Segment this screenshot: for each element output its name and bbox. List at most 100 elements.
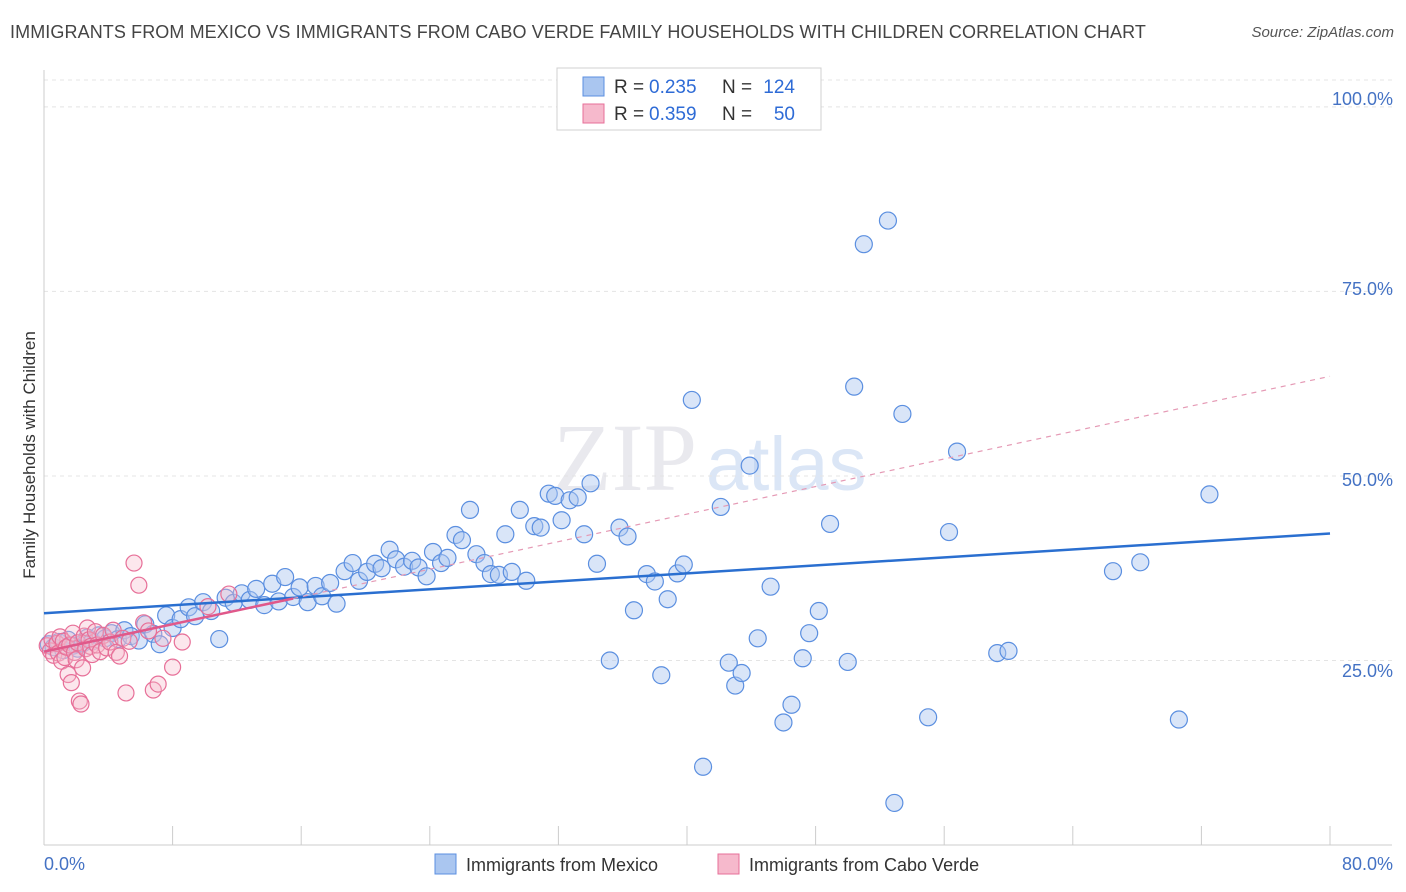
y-tick-75: 75.0% (1342, 279, 1393, 299)
chart-title: IMMIGRANTS FROM MEXICO VS IMMIGRANTS FRO… (10, 22, 1146, 42)
point-mexico (290, 578, 309, 597)
point-mexico (417, 567, 436, 586)
point-mexico (502, 562, 521, 582)
legend-r-value-cabo: 0.359 (649, 104, 697, 125)
point-mexico (1169, 710, 1188, 729)
point-mexico (719, 653, 738, 672)
point-mexico (761, 577, 780, 596)
point-mexico (546, 486, 565, 505)
point-mexico (999, 641, 1018, 660)
point-mexico (885, 793, 904, 813)
point-mexico (600, 651, 619, 670)
point-cabo (154, 629, 172, 647)
legend-r-label-cabo: R = (614, 104, 644, 125)
point-mexico (1131, 553, 1150, 572)
point-mexico (343, 553, 362, 573)
x-tick-min: 0.0% (44, 854, 85, 874)
legend-box: R = 0.235 N = 124 R = 0.359 N = 50 (556, 67, 822, 131)
point-mexico (674, 555, 693, 574)
point-mexico (247, 579, 266, 598)
point-mexico (711, 497, 730, 517)
point-mexico (210, 629, 229, 649)
y-tick-100: 100.0% (1332, 89, 1393, 109)
source-label: Source: ZipAtlas.com (1251, 24, 1394, 41)
point-cabo (62, 674, 80, 692)
bottom-legend-label-mexico: Immigrants from Mexico (466, 855, 658, 875)
trend-cabo-extension (293, 375, 1331, 600)
point-mexico (658, 590, 677, 609)
legend-n-label-cabo: N = (722, 104, 752, 125)
point-mexico (645, 572, 664, 591)
point-mexico (682, 390, 701, 410)
point-mexico (575, 525, 594, 544)
point-cabo (125, 554, 143, 572)
legend-n-value-mexico: 124 (763, 77, 795, 98)
point-mexico (624, 601, 644, 620)
point-cabo (173, 633, 191, 651)
point-mexico (517, 571, 536, 590)
axes (43, 70, 1392, 846)
legend-swatch-cabo (582, 103, 605, 124)
point-mexico (693, 757, 713, 776)
trend-cabo (43, 597, 294, 653)
point-mexico (568, 488, 587, 507)
point-mexico (893, 404, 912, 424)
point-mexico (531, 518, 550, 537)
point-mexico (820, 514, 840, 534)
legend-r-value-mexico: 0.235 (649, 77, 697, 98)
point-cabo (130, 576, 148, 594)
point-mexico (732, 663, 751, 683)
point-mexico (525, 517, 544, 536)
y-axis-label: Family Households with Children (20, 331, 39, 579)
point-cabo (164, 658, 182, 676)
point-mexico (800, 624, 819, 643)
series-cabo-points (38, 554, 238, 713)
y-tick-25: 25.0% (1342, 661, 1393, 681)
point-mexico (452, 531, 472, 550)
trend-lines (43, 375, 1331, 653)
bottom-legend-label-cabo: Immigrants from Cabo Verde (749, 855, 979, 875)
point-mexico (581, 474, 600, 493)
watermark-atlas: atlas (706, 422, 867, 507)
point-cabo (199, 597, 217, 616)
watermark-zip: ZIP (553, 404, 697, 511)
legend-n-label-mexico: N = (722, 77, 752, 98)
point-mexico (403, 551, 422, 570)
point-cabo (73, 659, 92, 677)
point-mexico (327, 594, 346, 613)
point-mexico (1200, 485, 1219, 504)
point-mexico (748, 629, 767, 648)
point-cabo (70, 692, 88, 710)
point-mexico (438, 548, 457, 567)
series-mexico-points (39, 211, 1219, 813)
point-mexico (809, 601, 828, 621)
point-mexico (380, 540, 399, 559)
point-cabo (72, 695, 90, 713)
point-mexico (276, 567, 295, 587)
bottom-legend-swatch-mexico (434, 853, 457, 875)
point-mexico (919, 708, 938, 727)
point-cabo (110, 647, 129, 665)
point-mexico (845, 377, 864, 396)
point-mexico (496, 525, 515, 544)
point-mexico (460, 500, 480, 520)
point-mexico (939, 522, 959, 542)
point-mexico (372, 559, 391, 578)
point-mexico (838, 652, 857, 672)
point-mexico (652, 666, 671, 685)
point-cabo (220, 585, 238, 603)
point-mexico (854, 235, 873, 254)
point-cabo (117, 684, 135, 702)
point-mexico (587, 554, 607, 573)
legend-swatch-mexico (582, 76, 605, 97)
point-mexico (510, 500, 529, 520)
trend-mexico (43, 532, 1331, 615)
point-cabo (149, 675, 167, 693)
watermark: ZIP atlas (553, 404, 867, 511)
legend-r-label-mexico: R = (614, 77, 644, 98)
y-tick-50: 50.0% (1342, 470, 1393, 490)
point-mexico (306, 576, 325, 596)
bottom-legend: Immigrants from Mexico Immigrants from C… (434, 853, 979, 875)
point-mexico (878, 211, 898, 230)
